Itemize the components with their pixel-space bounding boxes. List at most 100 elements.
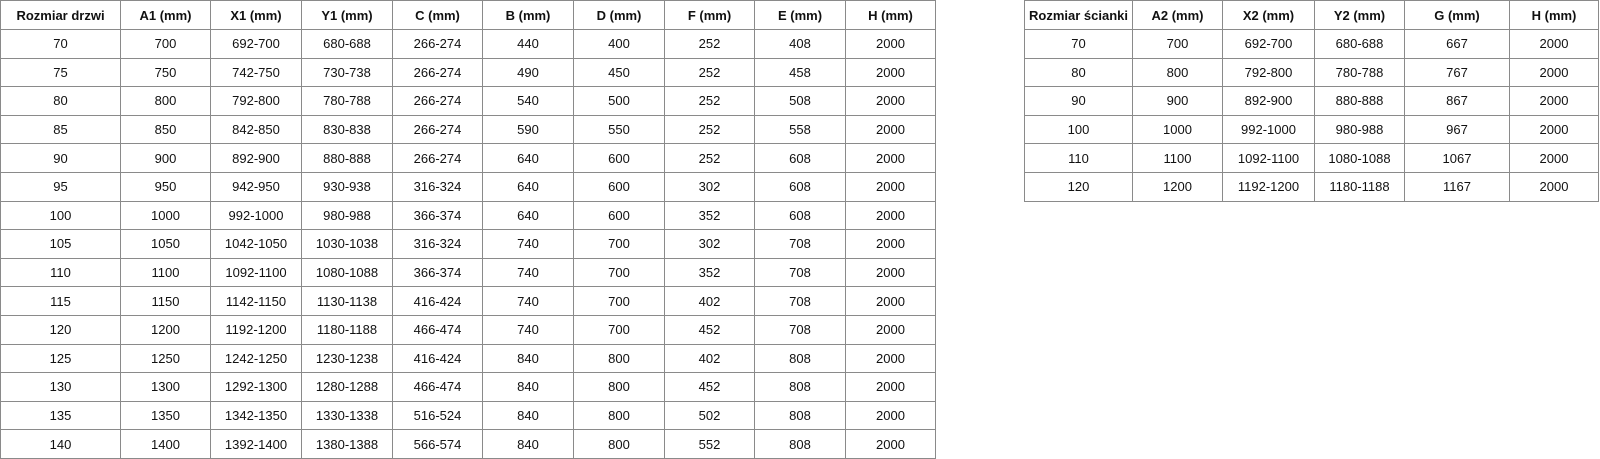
table-cell: 740 [482,314,574,345]
table-cell: 125 [0,343,121,374]
table-cell: 830-838 [301,114,393,145]
table-cell: 1192-1200 [1222,171,1315,202]
table-cell: 608 [754,143,846,173]
table-cell: 266-274 [392,143,483,173]
table-cell: 2000 [845,229,936,259]
table-cell: 540 [482,86,574,116]
table-cell: 1000 [120,200,211,231]
table-cell: 930-938 [301,171,393,202]
table-cell: 1130-1138 [301,286,393,316]
table-cell: 680-688 [1314,29,1405,59]
table-cell: 767 [1404,57,1510,88]
table-cell: 892-900 [1222,86,1315,116]
column-header: B (mm) [482,0,574,30]
table-cell: 1300 [120,372,211,402]
table-cell: 400 [573,29,665,59]
table-cell: 692-700 [210,29,302,59]
table-cell: 2000 [845,286,936,316]
table-cell: 2000 [845,314,936,345]
table-cell: 2000 [1509,114,1599,145]
table-cell: 880-888 [301,143,393,173]
table-cell: 608 [754,171,846,202]
table-cell: 1180-1188 [1314,171,1405,202]
table-cell: 316-324 [392,229,483,259]
table-cell: 942-950 [210,171,302,202]
table-cell: 252 [664,29,755,59]
table-cell: 2000 [845,429,936,459]
table-row: 125 1250 1242-1250 1230-1238 416-424 840 800 40… [0,343,936,374]
table-cell: 780-788 [301,86,393,116]
table-cell: 1350 [120,400,211,431]
table-cell: 742-750 [210,57,302,88]
table-cell: 840 [482,372,574,402]
table-cell: 550 [573,114,665,145]
table-cell: 2000 [1509,57,1599,88]
table-cell: 700 [573,314,665,345]
table-row: 90 900 892-900 880-888 867 2000 [1024,86,1599,116]
table-cell: 700 [1132,29,1223,59]
table-cell: 500 [573,86,665,116]
table-cell: 700 [573,257,665,288]
table-row: 75 750 742-750 730-738 266-274 490 450 252 458 20… [0,57,936,88]
table-row: 140 1400 1392-1400 1380-1388 566-574 840 800 55… [0,429,936,459]
table-cell: 266-274 [392,114,483,145]
table-cell: 440 [482,29,574,59]
table-cell: 780-788 [1314,57,1405,88]
table-cell: 600 [573,200,665,231]
table-cell: 266-274 [392,29,483,59]
table-cell: 842-850 [210,114,302,145]
door-dimensions-table: Rozmiar drzwi A1 (mm) X1 (mm) Y1 (mm) C (mm)… [0,0,936,459]
table-cell: 2000 [845,200,936,231]
table-cell: 700 [573,286,665,316]
table-cell: 1030-1038 [301,229,393,259]
table-cell: 552 [664,429,755,459]
table-cell: 840 [482,343,574,374]
table-cell: 800 [573,429,665,459]
table-cell: 70 [0,29,121,59]
table-cell: 708 [754,229,846,259]
table-cell: 508 [754,86,846,116]
table-cell: 416-424 [392,286,483,316]
table-cell: 808 [754,343,846,374]
table-cell: 1280-1288 [301,372,393,402]
table-cell: 2000 [845,86,936,116]
table-cell: 1342-1350 [210,400,302,431]
table-row: 115 1150 1142-1150 1130-1138 416-424 740 700 40… [0,286,936,316]
table-row: 135 1350 1342-1350 1330-1338 516-524 840 800 50… [0,400,936,431]
table-cell: 80 [1024,57,1133,88]
table-cell: 70 [1024,29,1133,59]
table-cell: 808 [754,372,846,402]
table-cell: 600 [573,143,665,173]
table-cell: 1192-1200 [210,314,302,345]
table-cell: 302 [664,229,755,259]
table-cell: 502 [664,400,755,431]
table-cell: 1392-1400 [210,429,302,459]
table-row: 100 1000 992-1000 980-988 366-374 640 600 352 60… [0,200,936,231]
column-header: A2 (mm) [1132,0,1223,30]
table-cell: 1100 [1132,143,1223,173]
column-header: Rozmiar drzwi [0,0,121,30]
table-cell: 135 [0,400,121,431]
table-row: 120 1200 1192-1200 1180-1188 466-474 740 700 45… [0,314,936,345]
table-row: 80 800 792-800 780-788 767 2000 [1024,57,1599,88]
table-cell: 566-574 [392,429,483,459]
table-cell: 100 [1024,114,1133,145]
table-cell: 792-800 [210,86,302,116]
table-cell: 840 [482,400,574,431]
column-header: A1 (mm) [120,0,211,30]
table-cell: 75 [0,57,121,88]
table-cell: 452 [664,314,755,345]
table-cell: 2000 [845,171,936,202]
column-header: D (mm) [573,0,665,30]
table-cell: 1100 [120,257,211,288]
table-cell: 800 [573,372,665,402]
table-cell: 90 [0,143,121,173]
table-cell: 366-374 [392,200,483,231]
table-cell: 640 [482,171,574,202]
table-cell: 110 [1024,143,1133,173]
table-cell: 458 [754,57,846,88]
table-cell: 466-474 [392,372,483,402]
table-cell: 692-700 [1222,29,1315,59]
table-cell: 1042-1050 [210,229,302,259]
table-cell: 1230-1238 [301,343,393,374]
